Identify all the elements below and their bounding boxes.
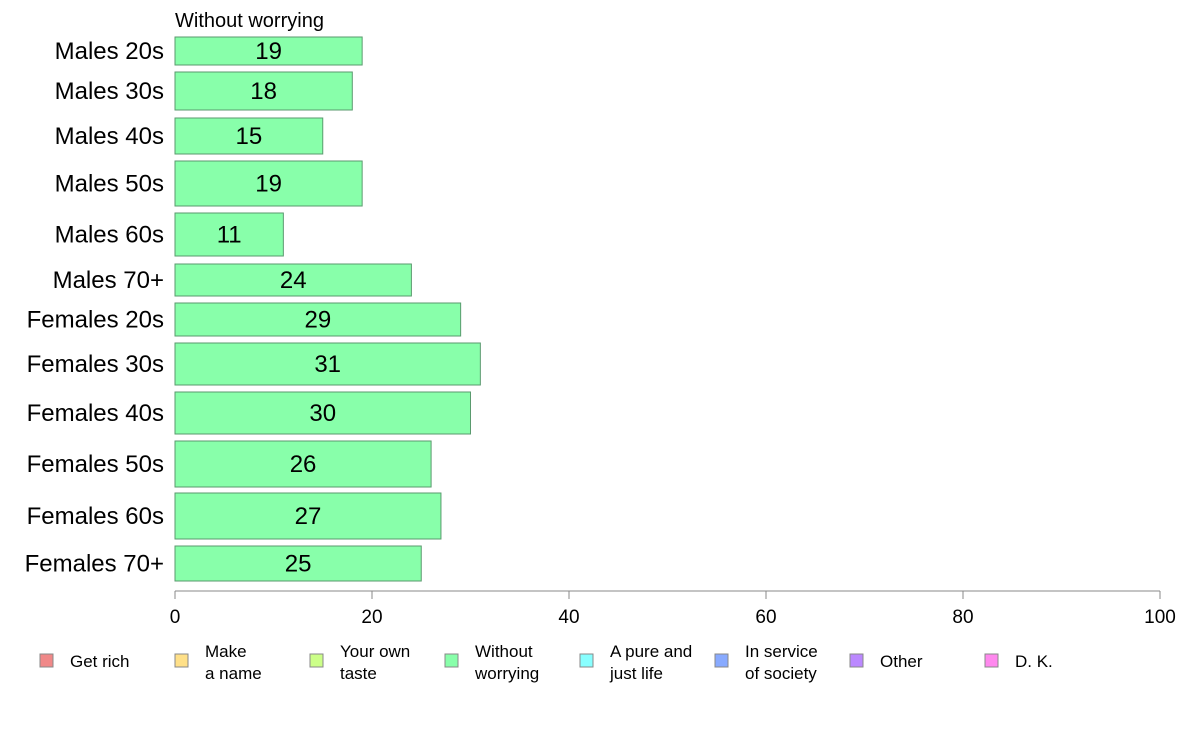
data-label: 19	[255, 171, 282, 198]
chart-title: Without worrying	[175, 10, 324, 32]
data-label: 26	[290, 451, 317, 478]
data-label: 31	[314, 351, 341, 378]
category-label: Males 60s	[55, 222, 164, 249]
legend-swatch	[444, 653, 459, 668]
data-label: 30	[309, 400, 336, 427]
legend-swatch	[984, 653, 999, 668]
bars-group: Males 20s 19 Males 30s 18 Males 40s 15 Males 5…	[25, 36, 481, 582]
x-tick-label: 100	[1144, 607, 1176, 628]
data-label: 11	[217, 222, 242, 249]
legend-label: taste	[340, 664, 377, 683]
category-label: Males 50s	[55, 171, 164, 198]
category-label: Females 40s	[27, 400, 164, 427]
data-label: 19	[255, 38, 282, 65]
legend-label: Your own	[340, 642, 410, 661]
x-axis: 0 20 40 60 80 100	[170, 590, 1176, 628]
category-label: Males 40s	[55, 123, 164, 150]
legend-label: Make	[205, 642, 247, 661]
legend-swatch	[849, 653, 864, 668]
x-tick-label: 40	[558, 607, 579, 628]
legend-swatch	[39, 653, 54, 668]
legend-label: just life	[609, 664, 663, 683]
bar-females-40s	[174, 391, 471, 435]
category-label: Males 30s	[55, 78, 164, 105]
data-label: 27	[295, 503, 322, 530]
bar-females-50s	[174, 440, 432, 488]
legend-label: Without	[475, 642, 533, 661]
bar-females-60s	[174, 492, 442, 540]
category-label: Males 20s	[55, 38, 164, 65]
bar-males-20s	[174, 36, 363, 66]
x-tick-label: 20	[361, 607, 382, 628]
data-label: 25	[285, 551, 312, 578]
data-label: 24	[280, 267, 307, 294]
bar-females-70-	[174, 545, 422, 582]
bar-males-40s	[174, 117, 324, 155]
bar-females-20s	[174, 302, 462, 337]
category-label: Females 50s	[27, 451, 164, 478]
bar-males-50s	[174, 160, 363, 207]
legend-swatch	[174, 653, 189, 668]
category-label: Males 70+	[53, 267, 164, 294]
legend-label: a name	[205, 664, 262, 683]
category-label: Females 70+	[25, 551, 164, 578]
data-label: 18	[250, 78, 277, 105]
legend: Get rich Make a name Your own taste Without wo…	[39, 642, 1053, 683]
legend-swatch	[579, 653, 594, 668]
bar-males-30s	[174, 71, 353, 111]
data-label: 15	[236, 123, 263, 150]
legend-label: A pure and	[610, 642, 692, 661]
legend-label: D. K.	[1015, 652, 1053, 671]
category-label: Females 60s	[27, 503, 164, 530]
category-label: Females 30s	[27, 351, 164, 378]
legend-label: worrying	[474, 664, 539, 683]
legend-label: of society	[745, 664, 817, 683]
x-tick-label: 80	[952, 607, 973, 628]
x-tick-label: 60	[755, 607, 776, 628]
category-label: Females 20s	[27, 307, 164, 334]
bar-males-60s	[174, 212, 284, 257]
legend-label: Get rich	[70, 652, 130, 671]
bar-males-70-	[174, 263, 412, 297]
bar-females-30s	[174, 342, 481, 386]
data-label: 29	[304, 307, 331, 334]
legend-label: Other	[880, 652, 923, 671]
legend-label: In service	[745, 642, 818, 661]
legend-swatch	[714, 653, 729, 668]
x-tick-label: 0	[170, 607, 181, 628]
legend-swatch	[309, 653, 324, 668]
